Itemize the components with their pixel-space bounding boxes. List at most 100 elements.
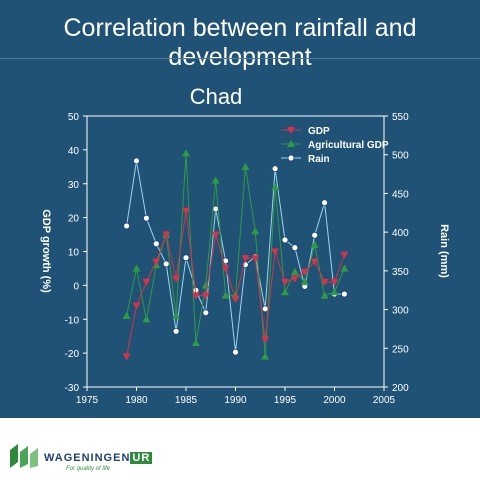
- data-point-agricultural-gdp: [142, 315, 151, 323]
- data-point-agricultural-gdp: [181, 149, 191, 157]
- x-tick-label: 1990: [224, 395, 247, 406]
- x-tick-label: 2000: [323, 395, 346, 406]
- data-point-rain: [133, 157, 140, 165]
- legend: GDP Agricultural GDP Rain: [281, 126, 389, 165]
- data-point-agricultural-gdp: [211, 176, 220, 184]
- y-tick-label: -30: [65, 383, 80, 394]
- x-tick-label: 1980: [125, 395, 148, 406]
- data-point-gdp: [191, 292, 200, 300]
- series-rain: [123, 157, 348, 356]
- data-point-rain: [281, 236, 289, 244]
- data-point-gdp: [290, 275, 299, 283]
- legend-marker-rain: [287, 154, 295, 162]
- data-point-rain: [172, 327, 180, 335]
- legend-marker-gdp: [286, 126, 296, 135]
- y2-tick-label: 400: [392, 228, 409, 239]
- y-axis-label: GDP growth (%): [40, 209, 52, 293]
- y2-tick-label: 350: [392, 267, 409, 278]
- data-point-agricultural-gdp: [261, 352, 270, 360]
- data-point-rain: [261, 305, 269, 313]
- data-point-gdp: [280, 278, 290, 287]
- y-tick-label: -10: [65, 315, 80, 326]
- data-point-gdp: [172, 275, 181, 283]
- data-point-gdp: [241, 255, 250, 263]
- data-point-gdp: [340, 251, 349, 260]
- data-point-rain: [291, 244, 299, 252]
- data-point-gdp: [271, 248, 280, 256]
- data-point-agricultural-gdp: [280, 288, 290, 296]
- data-point-agricultural-gdp: [300, 277, 309, 286]
- data-point-agricultural-gdp: [320, 291, 329, 299]
- y-tick-label: 50: [68, 112, 80, 123]
- data-point-gdp: [310, 258, 319, 266]
- data-point-gdp: [152, 258, 161, 266]
- series-line-gdp: [126, 210, 345, 357]
- data-point-gdp: [221, 265, 230, 273]
- y2-tick-label: 550: [392, 112, 409, 123]
- data-point-gdp: [211, 231, 220, 239]
- data-point-rain: [321, 199, 329, 207]
- data-point-gdp: [330, 278, 339, 287]
- y2-tick-label: 500: [392, 151, 409, 162]
- y2-axis-label: Rain (mm): [438, 224, 450, 278]
- slide-background: [0, 0, 480, 418]
- data-point-rain: [311, 231, 319, 239]
- x-tick-label: 1975: [76, 395, 99, 406]
- data-point-rain: [182, 254, 190, 262]
- series-gdp: [122, 207, 349, 361]
- y2-tick-label: 450: [392, 189, 409, 200]
- logo-wordmark: WAGENINGEN UR: [44, 452, 153, 464]
- data-point-gdp: [231, 295, 240, 304]
- series-agricultural-gdp: [122, 149, 349, 360]
- data-point-gdp: [201, 292, 210, 300]
- logo-tagline: For quality of life: [66, 466, 111, 472]
- data-point-agricultural-gdp: [122, 311, 131, 319]
- data-point-agricultural-gdp: [221, 291, 230, 299]
- data-point-agricultural-gdp: [330, 288, 339, 296]
- data-point-agricultural-gdp: [251, 227, 260, 235]
- data-point-rain: [340, 290, 348, 298]
- data-point-gdp: [122, 353, 131, 361]
- x-tick-label: 1995: [274, 395, 297, 406]
- data-point-gdp: [251, 255, 260, 263]
- data-point-rain: [162, 260, 170, 268]
- legend-label-agricultural-gdp: Agricultural GDP: [308, 140, 389, 151]
- y-tick-label: 0: [73, 281, 79, 292]
- data-point-agricultural-gdp: [271, 183, 280, 191]
- y2-tick-label: 300: [392, 306, 409, 317]
- data-point-gdp: [181, 207, 191, 215]
- data-point-agricultural-gdp: [172, 311, 181, 319]
- data-point-rain: [142, 214, 150, 222]
- data-point-rain: [123, 222, 130, 230]
- y-tick-label: 10: [68, 248, 80, 259]
- data-point-agricultural-gdp: [132, 264, 141, 272]
- y2-tick-label: 200: [392, 383, 409, 394]
- data-point-agricultural-gdp: [290, 267, 299, 275]
- footer: [0, 418, 480, 480]
- y2-tick-label: 250: [392, 344, 409, 355]
- legend-marker-agricultural-gdp: [286, 139, 296, 148]
- y-tick-label: -20: [65, 349, 80, 360]
- data-point-gdp: [261, 336, 270, 344]
- y-tick-label: 30: [68, 180, 80, 191]
- data-point-rain: [202, 309, 210, 317]
- title-divider: [0, 58, 480, 59]
- data-point-rain: [271, 165, 279, 173]
- data-point-agricultural-gdp: [241, 162, 250, 170]
- data-point-gdp: [300, 268, 309, 276]
- data-point-agricultural-gdp: [310, 240, 319, 248]
- data-point-gdp: [320, 278, 329, 287]
- wageningen-logo-icon: [10, 444, 38, 468]
- data-point-gdp: [132, 302, 141, 310]
- y-tick-label: 20: [68, 214, 80, 225]
- data-point-rain: [152, 240, 160, 248]
- chart-title: Chad: [190, 84, 243, 109]
- x-tick-label: 1985: [175, 395, 198, 406]
- chart: Chad 1975 1980 1985 1990 1995 2000 2005 -30-20…: [40, 84, 450, 406]
- legend-label-gdp: GDP: [308, 126, 330, 137]
- y-tick-label: 40: [68, 146, 80, 157]
- slide-title: Correlation between rainfall and develop…: [63, 14, 417, 71]
- data-point-gdp: [162, 231, 171, 239]
- x-tick-label: 2005: [373, 395, 396, 406]
- data-point-gdp: [142, 278, 151, 287]
